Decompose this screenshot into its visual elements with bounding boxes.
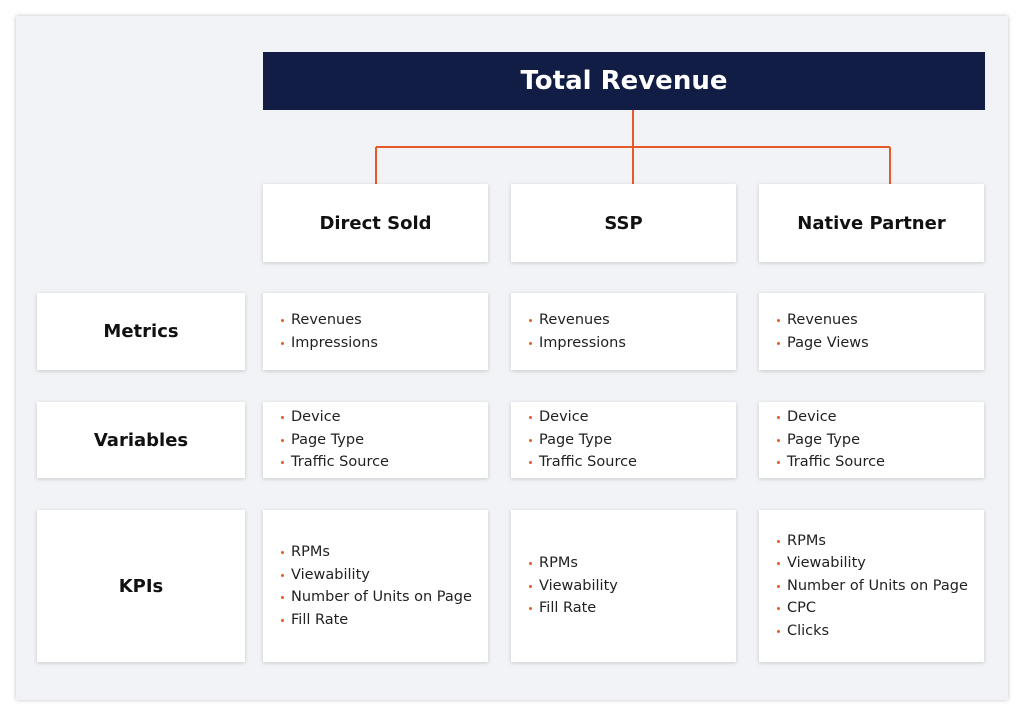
item: Page Views <box>777 332 869 355</box>
item-list: RPMs Viewability Fill Rate <box>529 552 618 620</box>
item: Viewability <box>529 575 618 598</box>
item: Number of Units on Page <box>777 575 968 598</box>
item-list: Revenues Impressions <box>529 309 626 354</box>
cell: Revenues Page Views <box>759 293 984 370</box>
row-label: KPIs <box>37 510 245 662</box>
cell: Device Page Type Traffic Source <box>511 402 736 478</box>
item: Device <box>281 406 389 429</box>
item: Fill Rate <box>529 597 618 620</box>
row-label: Metrics <box>37 293 245 370</box>
item: Fill Rate <box>281 609 472 632</box>
item-list: Device Page Type Traffic Source <box>529 406 637 474</box>
cell: RPMs Viewability Number of Units on Page CP… <box>759 510 984 662</box>
column-header: SSP <box>511 184 736 262</box>
title: Total Revenue <box>263 52 985 110</box>
item: Traffic Source <box>529 451 637 474</box>
item: Revenues <box>281 309 378 332</box>
item: Number of Units on Page <box>281 586 472 609</box>
item: Traffic Source <box>281 451 389 474</box>
item: RPMs <box>529 552 618 575</box>
item: Device <box>777 406 885 429</box>
item: Page Type <box>281 429 389 452</box>
item-list: Revenues Page Views <box>777 309 869 354</box>
item-list: RPMs Viewability Number of Units on Page Fi… <box>281 541 472 631</box>
item: Page Type <box>529 429 637 452</box>
row-label: Variables <box>37 402 245 478</box>
item: Viewability <box>777 552 968 575</box>
item: Revenues <box>529 309 626 332</box>
cell: RPMs Viewability Fill Rate <box>511 510 736 662</box>
item-list: Device Page Type Traffic Source <box>281 406 389 474</box>
cell: RPMs Viewability Number of Units on Page Fi… <box>263 510 488 662</box>
item-list: Revenues Impressions <box>281 309 378 354</box>
item: CPC <box>777 597 968 620</box>
item: RPMs <box>281 541 472 564</box>
item-list: RPMs Viewability Number of Units on Page CP… <box>777 530 968 643</box>
column-header: Native Partner <box>759 184 984 262</box>
item: Traffic Source <box>777 451 885 474</box>
item: RPMs <box>777 530 968 553</box>
column-header: Direct Sold <box>263 184 488 262</box>
item: Device <box>529 406 637 429</box>
item: Clicks <box>777 620 968 643</box>
cell: Revenues Impressions <box>511 293 736 370</box>
cell: Revenues Impressions <box>263 293 488 370</box>
cell: Device Page Type Traffic Source <box>263 402 488 478</box>
item-list: Device Page Type Traffic Source <box>777 406 885 474</box>
item: Impressions <box>281 332 378 355</box>
item: Impressions <box>529 332 626 355</box>
cell: Device Page Type Traffic Source <box>759 402 984 478</box>
item: Page Type <box>777 429 885 452</box>
item: Revenues <box>777 309 869 332</box>
item: Viewability <box>281 564 472 587</box>
